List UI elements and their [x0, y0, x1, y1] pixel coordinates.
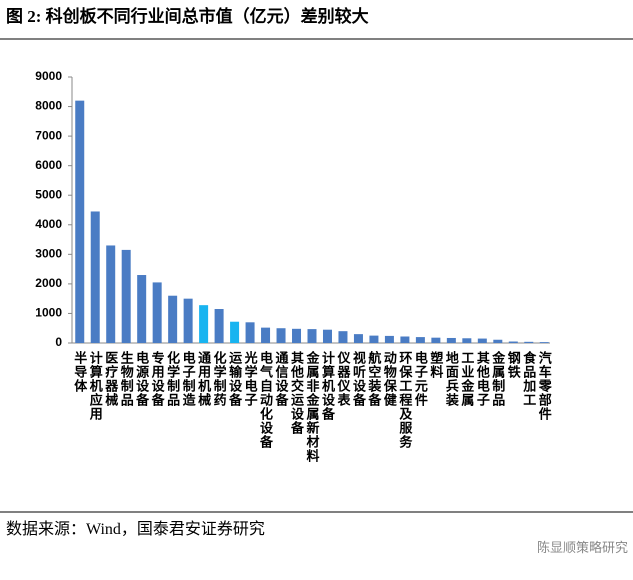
x-tick-label: 通信设备 [274, 350, 290, 407]
bar [384, 335, 394, 343]
bar [462, 338, 472, 343]
x-tick-label: 化学制药 [212, 350, 227, 407]
x-tick-label: 航空装备 [366, 350, 382, 407]
x-tick-label: 汽车零部件 [537, 350, 553, 421]
x-tick-label: 光学电子 [243, 350, 259, 407]
x-tick-label: 动物保健 [382, 351, 398, 407]
bar [121, 249, 131, 343]
y-tick-label: 5000 [35, 187, 62, 201]
bar [230, 321, 240, 343]
bar [245, 322, 255, 343]
bar [338, 331, 348, 343]
bar [477, 338, 487, 343]
bar [508, 341, 518, 343]
x-tick-label: 计算机设备 [320, 350, 336, 421]
y-tick-label: 7000 [35, 128, 62, 142]
bar [369, 335, 379, 343]
bar [75, 100, 85, 344]
bar [400, 336, 410, 343]
y-tick-label: 6000 [35, 158, 62, 172]
y-tick-label: 3000 [35, 247, 62, 261]
bar [276, 328, 286, 343]
y-tick-label: 0 [55, 335, 62, 349]
x-tick-label: 钢铁 [506, 350, 522, 379]
y-tick-label: 1000 [35, 306, 62, 320]
bar [322, 329, 332, 343]
x-tick-label: 电源设备 [134, 350, 150, 407]
bar [524, 341, 534, 343]
source: 数据来源：Wind，国泰君安证券研究 [6, 520, 265, 538]
x-tick-label: 金属制品 [490, 350, 506, 407]
bar [431, 337, 441, 343]
watermark: 陈显顺策略研究 [537, 540, 628, 556]
bar [199, 305, 209, 343]
y-tick-label: 4000 [35, 217, 62, 231]
y-tick-label: 9000 [35, 69, 62, 83]
x-tick-label: 半导体 [72, 350, 87, 393]
bar [307, 329, 317, 343]
bar [415, 337, 425, 343]
bar [292, 328, 302, 343]
bar [214, 309, 224, 343]
x-tick-label: 工业金属 [459, 351, 475, 407]
bar [106, 245, 116, 343]
x-tick-label: 化学制品 [165, 350, 180, 407]
bar [168, 295, 178, 343]
x-tick-label: 计算机应用 [88, 350, 104, 421]
x-tick-label: 通用机械 [196, 350, 212, 407]
x-tick-label: 医疗器械 [103, 351, 119, 407]
y-tick-label: 8000 [35, 99, 62, 113]
x-tick-label: 其他电子 [475, 350, 491, 407]
y-tick-label: 2000 [35, 276, 62, 290]
x-tick-label: 运输设备 [227, 351, 243, 407]
x-tick-label: 视听设备 [351, 350, 367, 407]
x-tick-label: 食品加工 [521, 350, 537, 407]
bar [493, 339, 503, 343]
bar [539, 342, 549, 343]
x-tick-label: 仪器仪表 [335, 351, 351, 407]
x-tick-label: 金属非金属新材料 [305, 350, 321, 463]
x-tick-label: 其他交运设备 [289, 350, 305, 435]
x-tick-label: 电子制造 [181, 350, 196, 407]
bar [137, 275, 147, 343]
x-tick-label: 塑料 [428, 350, 443, 379]
chart-title: 图 2: 科创板不同行业间总市值（亿元）差别较大 [6, 6, 369, 26]
bar [90, 211, 100, 343]
bar [152, 282, 162, 343]
x-tick-label: 生物制品 [119, 350, 134, 407]
x-tick-label: 电气自动化设备 [258, 350, 274, 449]
bar [353, 334, 363, 343]
x-tick-label: 专用设备 [150, 350, 166, 407]
bar [261, 327, 271, 343]
x-tick-label: 电子元件 [413, 350, 428, 407]
x-tick-label: 地面兵装 [444, 350, 460, 407]
bar [183, 298, 193, 343]
x-tick-label: 环保工程及服务 [397, 351, 413, 449]
bar [446, 337, 456, 343]
